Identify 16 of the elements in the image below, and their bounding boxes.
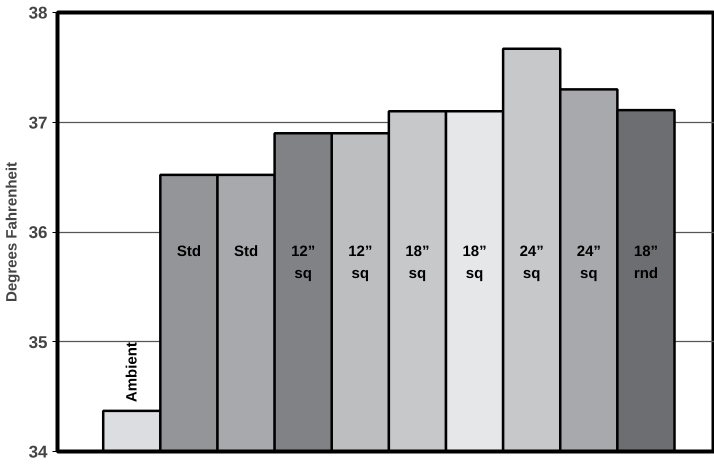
x-tick-label: 24” sq bbox=[576, 242, 601, 282]
y-tick-label: 35 bbox=[28, 332, 48, 352]
x-tick-label: 12” sq bbox=[291, 242, 316, 282]
y-axis-title: Degrees Fahrenheit bbox=[4, 162, 21, 302]
x-tick-label: 18” rnd bbox=[634, 242, 658, 282]
x-tick-label: 18” sq bbox=[462, 242, 487, 282]
x-tick-label: 12” sq bbox=[348, 242, 372, 282]
x-tick-label: Std bbox=[176, 242, 201, 260]
y-tick-label: 37 bbox=[28, 113, 48, 132]
x-tick-label: Ambient bbox=[123, 342, 140, 402]
y-tick-label: 34 bbox=[28, 442, 48, 462]
x-tick-label: 24” sq bbox=[520, 242, 544, 282]
x-tick-label: Std bbox=[234, 242, 258, 260]
y-tick-label: 36 bbox=[28, 223, 48, 242]
x-tick-label: 18” sq bbox=[405, 242, 430, 282]
y-tick-label: 38 bbox=[28, 4, 48, 22]
